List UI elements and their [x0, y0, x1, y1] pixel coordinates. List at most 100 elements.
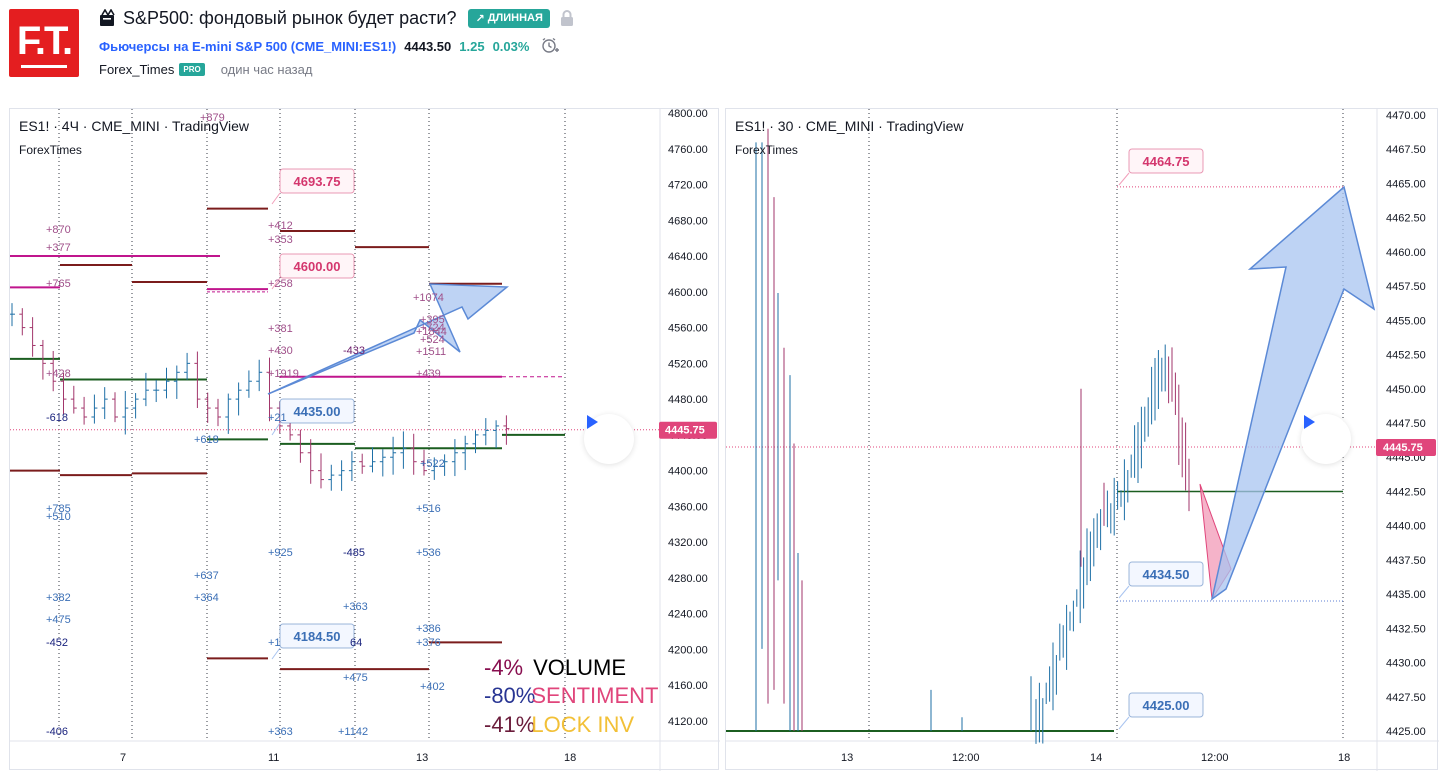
price-axis-label: 4452.50: [1386, 350, 1426, 362]
label-4464: 4464.75: [1143, 154, 1190, 169]
symbol-change-pct: 0.03%: [492, 38, 530, 54]
time-axis-label: 13: [416, 752, 428, 764]
volume-annotation: +377: [46, 242, 71, 254]
price-axis-label: 4560.00: [668, 323, 708, 335]
volume-annotation: +475: [343, 672, 368, 684]
volume-annotation: +439: [416, 368, 441, 380]
label-4435: 4435.00: [294, 404, 341, 419]
pro-badge: PRO: [179, 62, 205, 76]
volume-annotation: +637: [194, 570, 219, 582]
price-axis-label: 4200.00: [668, 644, 708, 656]
volume-annotation: +381: [268, 323, 293, 335]
price-axis-label: 4470.00: [1386, 110, 1426, 122]
label-4425-box: [1128, 692, 1204, 718]
play-icon: [587, 415, 598, 429]
volume-annotation: +618: [194, 434, 219, 446]
last-price-label: 4445.75: [665, 425, 705, 437]
price-axis-label: 4437.50: [1386, 555, 1426, 567]
label-4434: 4434.50: [1143, 567, 1190, 582]
price-axis-label: 4440.00: [1386, 521, 1426, 533]
volume-annotation: +870: [46, 224, 71, 236]
price-axis-label: 4467.50: [1386, 144, 1426, 156]
time-axis-label: 13: [841, 752, 853, 764]
time-axis-label: 12:00: [952, 752, 980, 764]
volume-annotation: +363: [343, 601, 368, 613]
price-axis-label: 4455.00: [1386, 315, 1426, 327]
label-4600: 4600.00: [294, 259, 341, 274]
volume-annotation: +1844: [416, 326, 447, 338]
symbol-price: 4443.50: [404, 38, 452, 54]
volume-annotation: +21: [268, 412, 287, 424]
volume-annotation: +430: [268, 345, 293, 357]
volume-annotation: +516: [416, 503, 441, 515]
idea-header: F.T. S&P500: фондовый рынок будет расти?…: [0, 0, 1445, 95]
symbol-link[interactable]: Фьючерсы на E-mini S&P 500 (CME_MINI:ES1…: [99, 38, 397, 54]
price-axis-label: 4427.50: [1386, 692, 1426, 704]
volume-annotation: -618: [46, 412, 68, 424]
price-axis-label: 4320.00: [668, 537, 708, 549]
price-axis-label: 4447.50: [1386, 418, 1426, 430]
play-icon: [1304, 415, 1315, 429]
price-axis-label: 4465.00: [1386, 178, 1426, 190]
price-axis-label: 4600.00: [668, 287, 708, 299]
price-axis-label: 4120.00: [668, 716, 708, 728]
label-4434-box: [1128, 561, 1204, 587]
play-button[interactable]: [584, 414, 634, 464]
price-axis-label: 4520.00: [668, 358, 708, 370]
author-logo[interactable]: F.T.: [9, 9, 79, 77]
chart-title: ES1! · 30 · CME_MINI · TradingView: [735, 118, 964, 134]
price-axis-label: 4435.00: [1386, 589, 1426, 601]
price-axis-label: 4400.00: [668, 466, 708, 478]
play-button[interactable]: [1301, 414, 1351, 464]
alarm-clock-icon[interactable]: [541, 37, 560, 55]
volume-annotation: +412: [268, 220, 293, 232]
label-tail: [271, 277, 281, 290]
last-price-tag: [659, 421, 717, 439]
logo-text: F.T.: [16, 19, 73, 63]
long-badge: ↗ ДЛИННАЯ: [468, 8, 550, 28]
price-axis-label: 4480.00: [668, 394, 708, 406]
price-axis-label: 4640.00: [668, 251, 708, 263]
legend-sentiment: -80%SENTIMENT: [484, 683, 659, 708]
label-4184: 4184.50: [294, 629, 341, 644]
lock-icon: [560, 10, 573, 26]
volume-annotation: +1: [268, 637, 281, 649]
symbol-change: 1.25: [459, 38, 485, 54]
time-axis-label: 12:00: [1201, 752, 1229, 764]
label-4464-box: [1128, 148, 1204, 174]
label-4600-box: [279, 253, 355, 279]
time-axis-label: 14: [1090, 752, 1102, 764]
price-axis-label: 4442.50: [1386, 486, 1426, 498]
price-axis-label: 4160.00: [668, 680, 708, 692]
price-axis-label: 4800.00: [668, 109, 708, 120]
volume-annotation: +1511: [416, 346, 446, 358]
time-axis-label: 18: [564, 752, 576, 764]
idea-icon: [100, 9, 115, 26]
volume-annotation: +363: [268, 726, 293, 738]
volume-annotation: +1074: [413, 292, 444, 304]
chart-4h-canvas: 4800.00 4760.00 4720.00 4680.00 4640.00 4600.…: [10, 109, 720, 771]
title-row: S&P500: фондовый рынок будет расти? ↗ ДЛ…: [99, 6, 574, 30]
volume-annotation: +402: [420, 681, 445, 693]
volume-annotation: -433: [343, 345, 365, 357]
price-axis-label: 4760.00: [668, 144, 708, 156]
last-price-tag: [1376, 438, 1436, 456]
idea-title: S&P500: фондовый рынок будет расти?: [123, 7, 457, 28]
chart-30m[interactable]: 4470.00 4467.50 4465.00 4462.50 4460.00 4457.…: [725, 108, 1439, 771]
last-price-label: 4445.75: [1383, 442, 1423, 454]
author-name[interactable]: Forex_Times: [99, 61, 175, 77]
forecast-arrow: [267, 283, 510, 395]
volume-annotation: +785: [46, 503, 71, 515]
price-axis-label: 4457.50: [1386, 281, 1426, 293]
label-4184-box: [279, 623, 355, 649]
price-axis-label: 4680.00: [668, 215, 708, 227]
price-axis-label: 4430.00: [1386, 658, 1426, 670]
arrow-up-right-icon: ↗: [475, 12, 485, 25]
label-4425: 4425.00: [1143, 698, 1190, 713]
price-axis-label: 4280.00: [668, 573, 708, 585]
volume-annotation: +522: [420, 458, 445, 470]
volume-annotation: +428: [46, 368, 71, 380]
volume-annotation: +879: [200, 112, 225, 124]
chart-4h[interactable]: 4800.00 4760.00 4720.00 4680.00 4640.00 4600.…: [9, 108, 720, 771]
label-tail: [271, 422, 281, 436]
